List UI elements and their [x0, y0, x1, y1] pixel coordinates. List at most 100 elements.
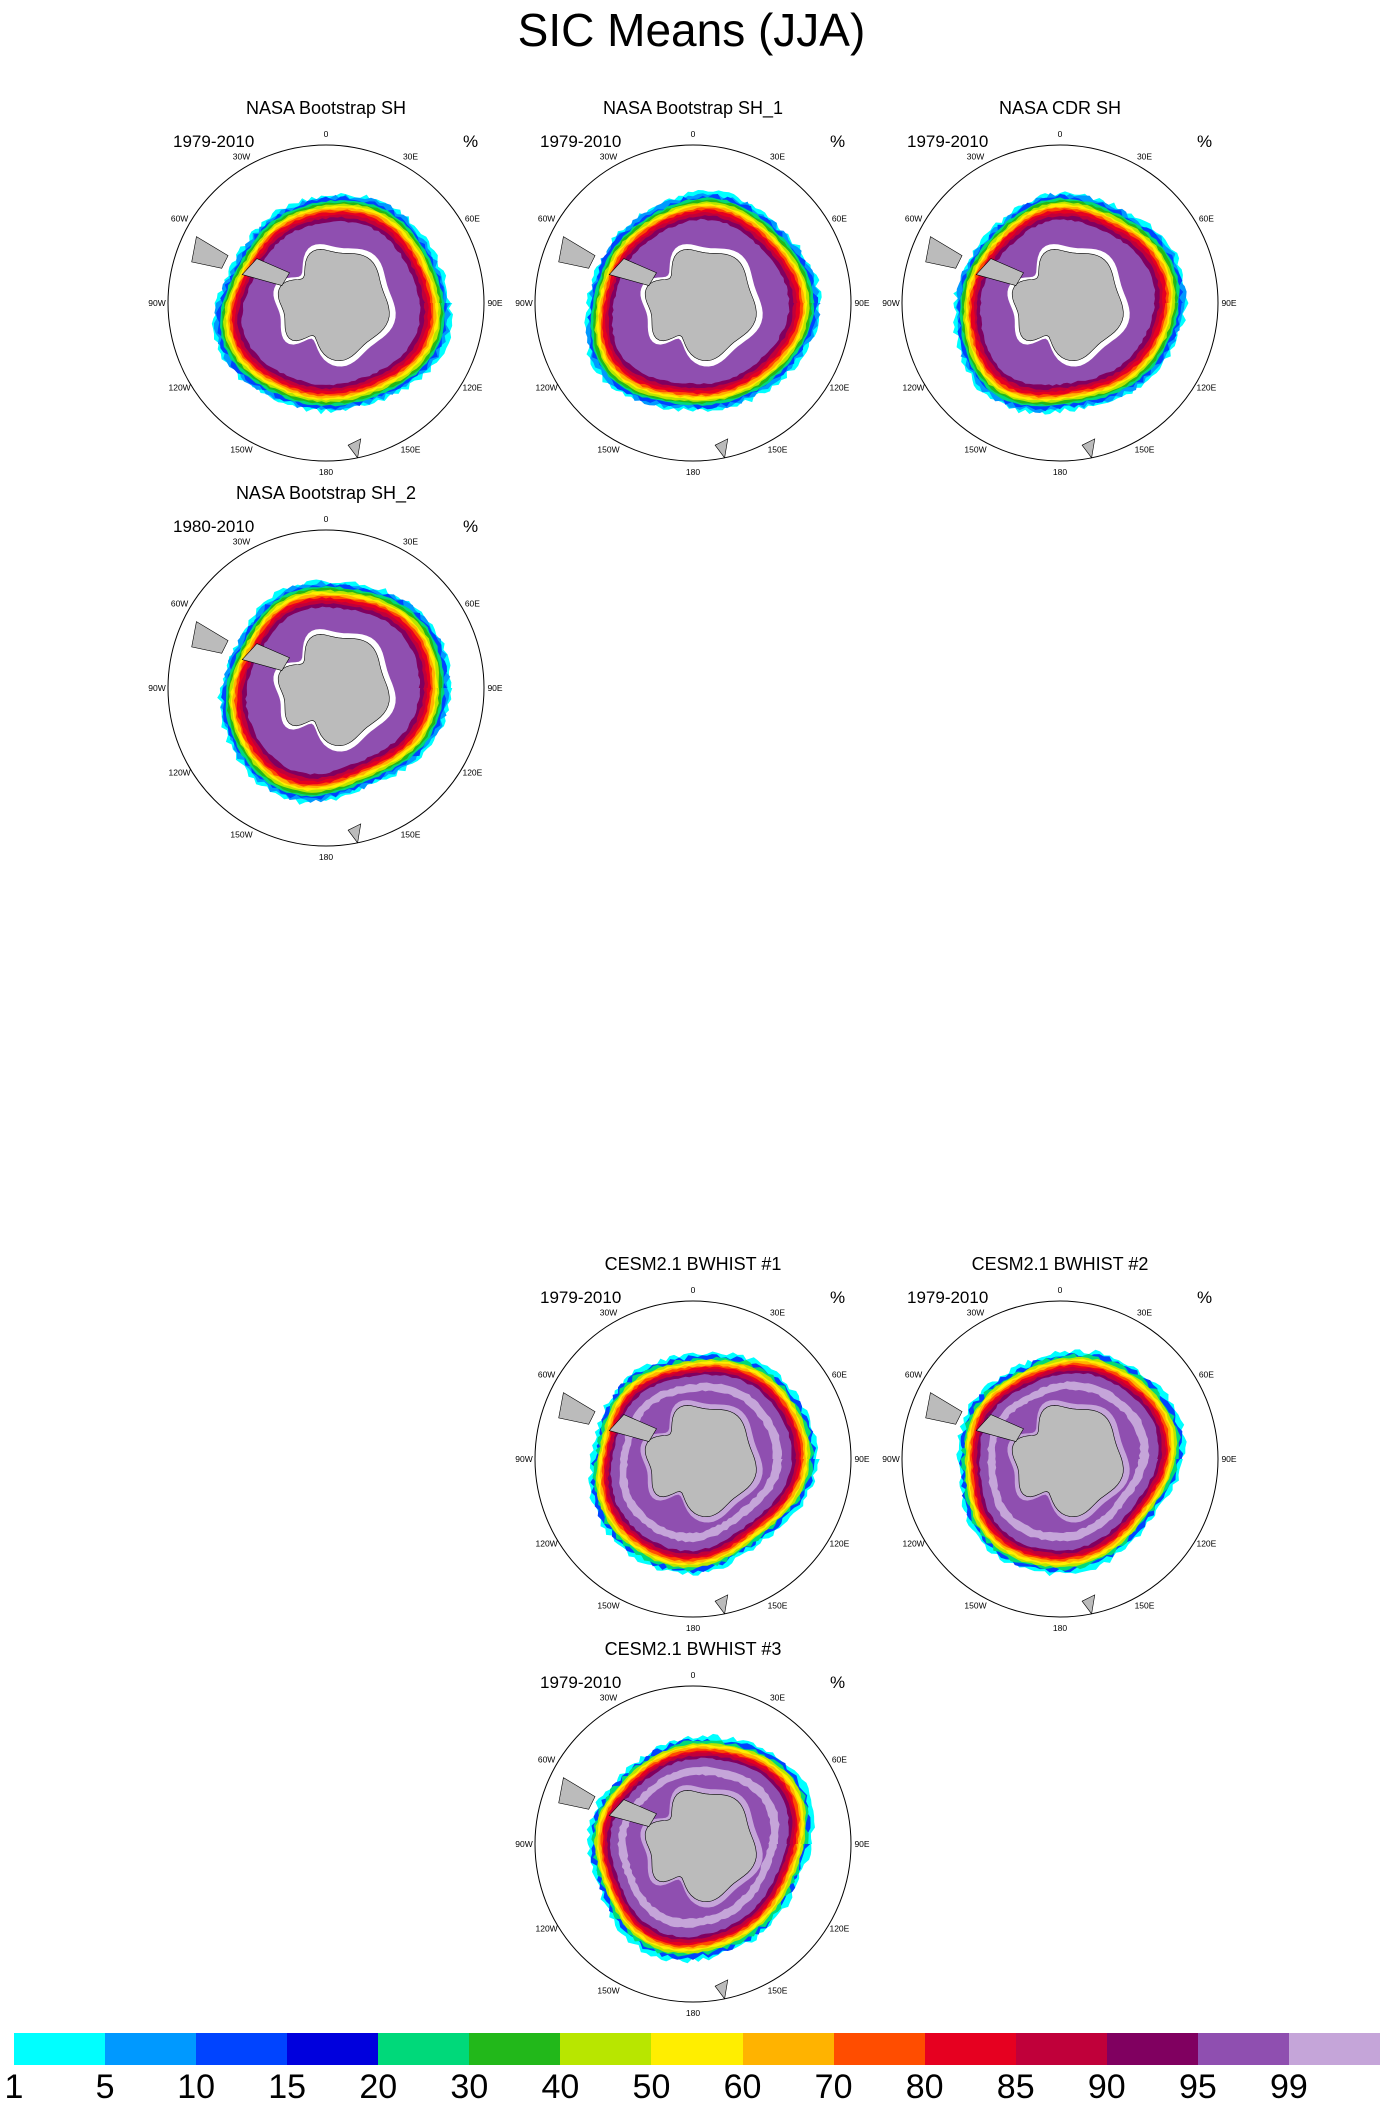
antarctica-land	[277, 634, 390, 747]
longitude-label: 180	[319, 852, 333, 862]
antarctic-peninsula	[608, 1414, 657, 1442]
colorbar-label: 60	[723, 2068, 762, 2106]
map-panel: NASA Bootstrap SH_2 1980-2010% 0 30E 60E 90E 1…	[138, 473, 514, 862]
longitude-label: 150E	[768, 444, 788, 454]
south-america-tip	[191, 236, 229, 269]
longitude-label: 0	[691, 1285, 696, 1295]
longitude-label: 90W	[515, 298, 532, 308]
new-zealand-tip	[347, 823, 362, 844]
longitude-label: 30E	[1137, 1308, 1152, 1318]
colorbar-segment	[651, 2033, 743, 2065]
longitude-label: 150W	[597, 1985, 619, 1995]
longitude-label: 30W	[600, 1693, 617, 1703]
longitude-label: 120E	[829, 383, 849, 393]
panel-years: 1979-2010	[907, 132, 989, 151]
longitude-label: 180	[686, 467, 700, 477]
longitude-label: 90W	[515, 1454, 532, 1464]
longitude-label: 60E	[465, 599, 480, 609]
panel-years: 1979-2010	[173, 132, 255, 151]
longitude-label: 60W	[538, 1370, 555, 1380]
figure-title: SIC Means (JJA)	[517, 4, 866, 56]
longitude-label: 120W	[168, 768, 190, 778]
longitude-label: 180	[1053, 1623, 1067, 1633]
longitude-label: 0	[324, 514, 329, 524]
longitude-label: 30E	[403, 537, 418, 547]
longitude-label: 90W	[515, 1839, 532, 1849]
longitude-label: 60W	[171, 599, 188, 609]
antarctica-land	[277, 249, 390, 362]
longitude-label: 120E	[462, 383, 482, 393]
longitude-label: 150W	[230, 829, 252, 839]
longitude-label: 120W	[902, 383, 924, 393]
colorbar-segment	[1197, 2033, 1289, 2065]
longitude-label: 60E	[832, 1755, 847, 1765]
panel-title: NASA CDR SH	[998, 98, 1122, 118]
panel-title: CESM2.1 BWHIST #3	[604, 1639, 782, 1659]
longitude-label: 30W	[600, 1308, 617, 1318]
panel-units: %	[463, 517, 479, 536]
map-panel: CESM2.1 BWHIST #3 1979-2010% 0 30E 60E 90E 120…	[505, 1629, 881, 2018]
south-america-tip	[558, 236, 596, 269]
longitude-label: 60E	[1199, 1370, 1214, 1380]
panel-years: 1979-2010	[540, 1288, 622, 1307]
polar-map: 0 30E 60E 90E 120E 150E 180 150W 120W 90W 60W 30W	[515, 1670, 870, 2018]
colorbar-label: 40	[541, 2068, 580, 2106]
map-panel: NASA Bootstrap SH_1 1979-2010% 0 30E 60E 90E 1…	[505, 88, 881, 477]
colorbar-segment	[924, 2033, 1016, 2065]
map-content	[535, 1301, 851, 1617]
colorbar-label: 30	[450, 2068, 489, 2106]
south-america-tip	[925, 236, 963, 269]
panel-units: %	[1197, 1288, 1213, 1307]
polar-map: 0 30E 60E 90E 120E 150E 180 150W 120W 90W 60W 30W	[515, 1285, 870, 1633]
polar-map: 0 30E 60E 90E 120E 150E 180 150W 120W 90W 60W 30W	[882, 129, 1237, 477]
longitude-label: 90E	[487, 298, 502, 308]
polar-map: 0 30E 60E 90E 120E 150E 180 150W 120W 90W 60W 30W	[148, 514, 503, 862]
colorbar-label: 1	[4, 2068, 24, 2106]
longitude-label: 0	[691, 1670, 696, 1680]
new-zealand-tip	[714, 1594, 729, 1615]
antarctica-land	[644, 1405, 757, 1518]
longitude-label: 30W	[233, 152, 250, 162]
longitude-label: 30E	[770, 152, 785, 162]
longitude-label: 150E	[768, 1985, 788, 1995]
map-boundary	[167, 529, 485, 847]
colorbar-segment	[378, 2033, 470, 2065]
longitude-label: 60W	[538, 1755, 555, 1765]
antarctica-land	[1011, 1405, 1124, 1518]
colorbar-label: 20	[359, 2068, 398, 2106]
south-america-tip	[558, 1777, 596, 1810]
antarctic-peninsula	[608, 258, 657, 286]
colorbar-segment	[287, 2033, 379, 2065]
longitude-label: 60E	[832, 1370, 847, 1380]
panel-years: 1979-2010	[540, 1673, 622, 1692]
longitude-label: 60E	[832, 214, 847, 224]
panel-units: %	[830, 1288, 846, 1307]
longitude-label: 180	[319, 467, 333, 477]
colorbar-label: 50	[632, 2068, 671, 2106]
antarctica-land	[644, 1790, 757, 1903]
panel-units: %	[1197, 132, 1213, 151]
panel-title: NASA Bootstrap SH_2	[235, 483, 417, 503]
longitude-label: 150E	[1135, 444, 1155, 454]
longitude-label: 60W	[171, 214, 188, 224]
map-content	[535, 1686, 851, 2002]
map-panel: NASA CDR SH 1979-2010% 0 30E 60E 90E 120E 150E 1…	[872, 88, 1248, 477]
panel-units: %	[830, 1673, 846, 1692]
new-zealand-tip	[1081, 438, 1096, 459]
longitude-label: 150E	[768, 1600, 788, 1610]
polar-map: 0 30E 60E 90E 120E 150E 180 150W 120W 90W 60W 30W	[515, 129, 870, 477]
longitude-label: 90W	[148, 683, 165, 693]
longitude-label: 30W	[967, 1308, 984, 1318]
map-boundary	[534, 1300, 852, 1618]
longitude-label: 0	[691, 129, 696, 139]
colorbar-label: 80	[905, 2068, 944, 2106]
panel-years: 1979-2010	[540, 132, 622, 151]
longitude-label: 60W	[905, 214, 922, 224]
longitude-label: 120E	[829, 1924, 849, 1934]
map-content	[902, 145, 1218, 461]
panel-title: CESM2.1 BWHIST #2	[971, 1254, 1149, 1274]
longitude-label: 90W	[148, 298, 165, 308]
longitude-label: 180	[686, 1623, 700, 1633]
colorbar-segment	[833, 2033, 925, 2065]
new-zealand-tip	[714, 1979, 729, 2000]
